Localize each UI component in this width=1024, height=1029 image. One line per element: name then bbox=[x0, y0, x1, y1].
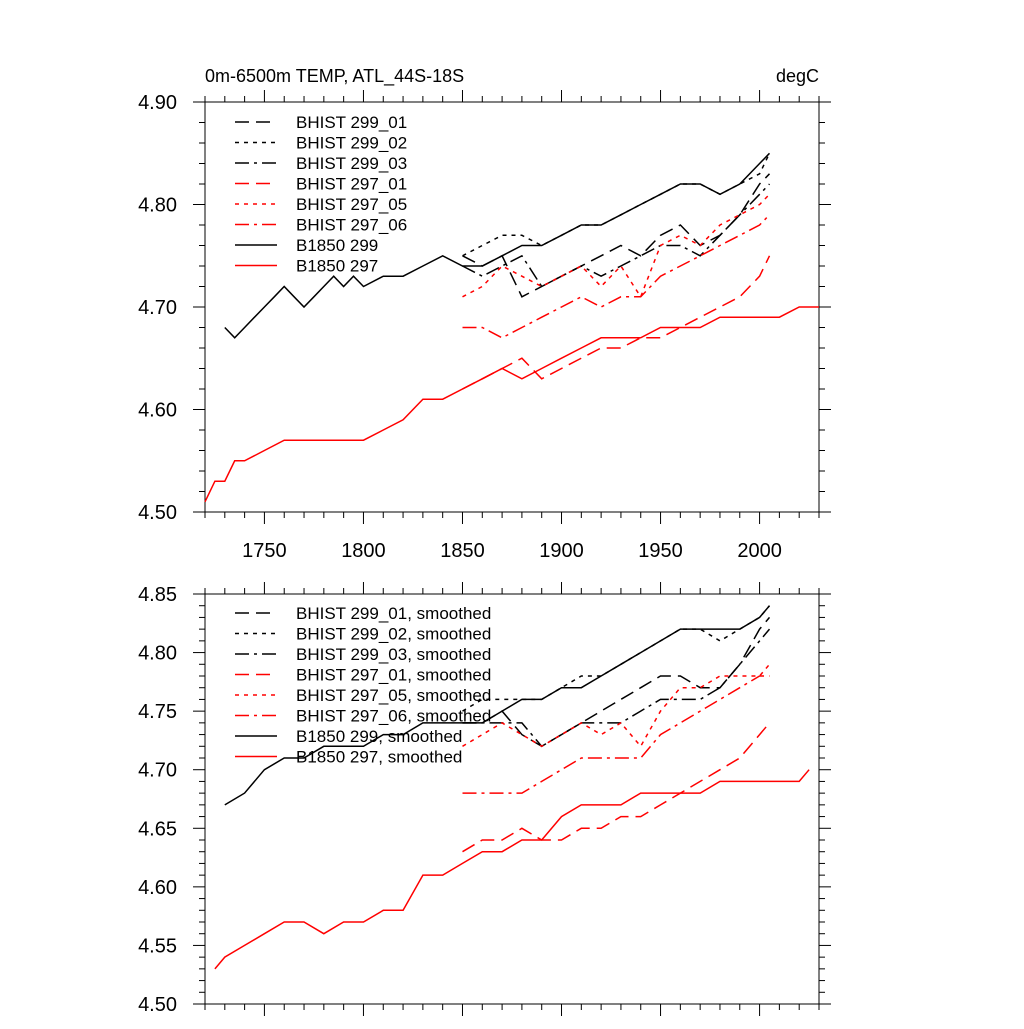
legend-entry: B1850 299 bbox=[296, 236, 378, 255]
series-line-bhist-299-02 bbox=[462, 152, 771, 257]
x-tick-label: 2000 bbox=[737, 540, 782, 562]
series-line-bhist-297-06 bbox=[462, 214, 771, 339]
y-tick-label: 4.70 bbox=[138, 760, 177, 782]
y-tick-label: 4.60 bbox=[138, 400, 177, 422]
series-line-bhist-299-03-smoothed bbox=[462, 628, 771, 748]
legend-entry: BHIST 297_05, smoothed bbox=[296, 686, 491, 705]
legend-entry: BHIST 299_02, smoothed bbox=[296, 625, 491, 644]
series-line-bhist-297-05 bbox=[462, 193, 771, 299]
legend-entry: B1850 297, smoothed bbox=[296, 748, 462, 767]
series-line-b1850-297 bbox=[204, 306, 819, 503]
y-tick-label: 4.50 bbox=[138, 994, 177, 1016]
series-line-b1850-299-smoothed bbox=[224, 605, 771, 806]
y-tick-label: 4.60 bbox=[138, 877, 177, 899]
y-tick-label: 4.90 bbox=[138, 92, 177, 114]
x-tick-label: 1900 bbox=[539, 540, 584, 562]
y-tick-label: 4.75 bbox=[138, 701, 177, 723]
y-tick-label: 4.70 bbox=[138, 297, 177, 319]
chart-title: 0m-6500m TEMP, ATL_44S-18S bbox=[205, 66, 464, 87]
legend-entry: BHIST 299_03, smoothed bbox=[296, 645, 491, 664]
series-line-bhist-297-05-smoothed bbox=[462, 663, 771, 748]
series-line-b1850-297-smoothed bbox=[214, 769, 810, 970]
series-line-bhist-299-01-smoothed bbox=[462, 616, 771, 748]
series-line-bhist-297-01 bbox=[462, 255, 771, 390]
x-tick-label: 1750 bbox=[242, 540, 287, 562]
series-line-bhist-299-01 bbox=[462, 173, 771, 298]
legend-entry: BHIST 299_03 bbox=[296, 154, 407, 173]
y-tick-label: 4.50 bbox=[138, 502, 177, 524]
legend-entry: BHIST 297_01, smoothed bbox=[296, 666, 491, 685]
legend-entry: BHIST 299_01 bbox=[296, 113, 407, 132]
series-line-bhist-297-06-smoothed bbox=[462, 675, 770, 794]
y-tick-label: 4.55 bbox=[138, 935, 177, 957]
y-tick-label: 4.85 bbox=[138, 584, 177, 606]
legend-entry: BHIST 297_05 bbox=[296, 195, 407, 214]
y-tick-label: 4.80 bbox=[138, 643, 177, 665]
series-line-b1850-299 bbox=[224, 152, 771, 339]
y-tick-label: 4.65 bbox=[138, 818, 177, 840]
legend-entry: BHIST 299_01, smoothed bbox=[296, 604, 491, 623]
chart-units-label: degC bbox=[776, 66, 819, 86]
y-tick-label: 4.80 bbox=[138, 195, 177, 217]
legend-entry: BHIST 297_06 bbox=[296, 216, 407, 235]
series-line-bhist-299-02-smoothed bbox=[462, 605, 771, 712]
series-line-bhist-297-01-smoothed bbox=[462, 722, 771, 853]
x-tick-label: 1800 bbox=[341, 540, 386, 562]
legend-entry: BHIST 299_02 bbox=[296, 134, 407, 153]
legend-entry: B1850 297 bbox=[296, 257, 378, 276]
legend-entry: BHIST 297_06, smoothed bbox=[296, 707, 491, 726]
plot-frame bbox=[204, 593, 820, 1005]
legend-entry: B1850 299, smoothed bbox=[296, 727, 462, 746]
x-tick-label: 1850 bbox=[440, 540, 485, 562]
x-tick-label: 1950 bbox=[638, 540, 683, 562]
legend-entry: BHIST 297_01 bbox=[296, 175, 407, 194]
series-line-bhist-299-03 bbox=[462, 183, 771, 288]
